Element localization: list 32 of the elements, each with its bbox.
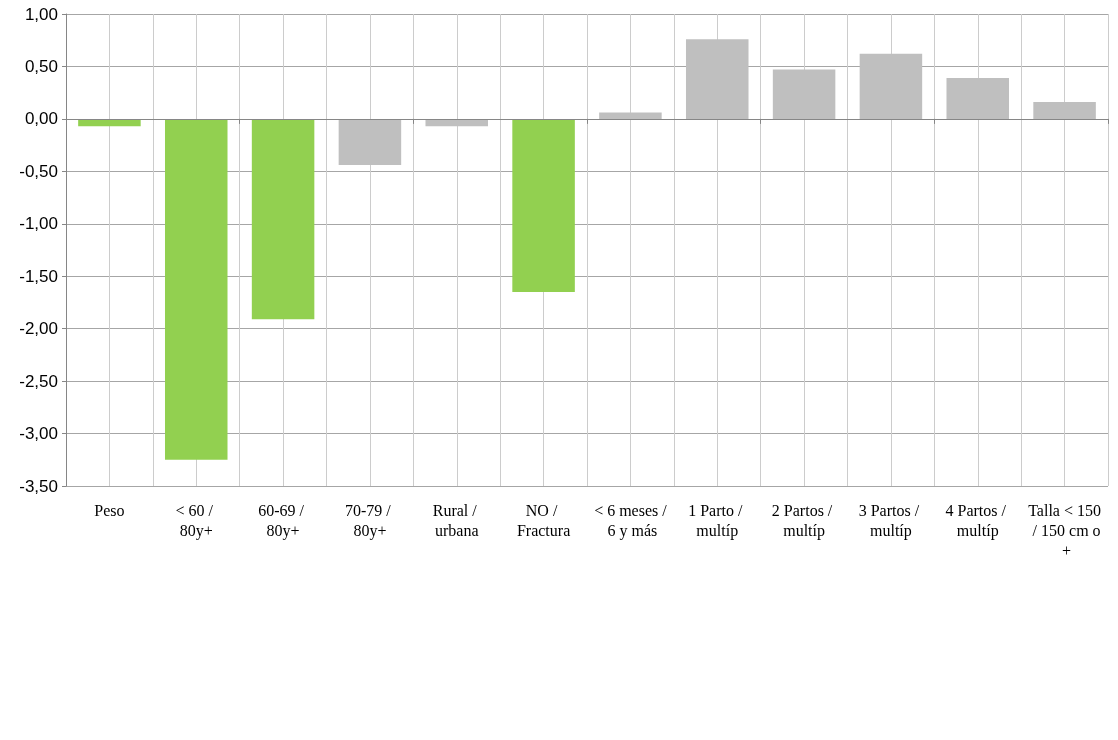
x-tick-label: 60-69 / 80y+ (258, 501, 308, 540)
bar (512, 118, 575, 292)
x-tick-label: 70-79 / 80y+ (345, 501, 395, 540)
bar (859, 53, 923, 119)
y-tick-label: -3,00 (19, 424, 58, 444)
bar (772, 69, 836, 119)
x-tick-label: NO / Fractura (516, 501, 571, 539)
x-tick-label: 2 Partos / multíp (771, 501, 837, 540)
y-tick-label: -2,00 (19, 319, 58, 339)
x-tick-label: < 6 meses / 6 y más (594, 501, 668, 540)
y-tick-label: -1,00 (19, 214, 58, 234)
bar (685, 39, 749, 119)
x-tick-label: < 60 / 80y+ (175, 501, 217, 540)
y-tick-label: 0,50 (24, 56, 58, 76)
y-tick-label: 1,00 (24, 4, 58, 24)
x-tick-label: Talla < 150 / 150 cm o + (1028, 501, 1101, 559)
x-tick-label: 3 Partos / multíp (858, 501, 924, 540)
x-tick-label: Rural / urbana (432, 501, 481, 539)
bar (946, 77, 1010, 119)
bar (338, 118, 402, 166)
y-tick-label: -2,50 (19, 371, 58, 391)
bar (599, 112, 662, 119)
y-tick-label: -3,50 (19, 476, 58, 496)
bar (164, 118, 228, 460)
y-tick-label: -0,50 (19, 161, 58, 181)
bar (251, 118, 315, 320)
x-tick-label: Peso (94, 501, 125, 519)
x-tick-label: 4 Partos / multíp (945, 501, 1010, 540)
x-tick-label: 1 Parto / multíp (688, 501, 747, 540)
bar (1033, 102, 1096, 119)
y-tick-label: 0,00 (24, 109, 58, 129)
y-tick-label: -1,50 (19, 266, 58, 286)
